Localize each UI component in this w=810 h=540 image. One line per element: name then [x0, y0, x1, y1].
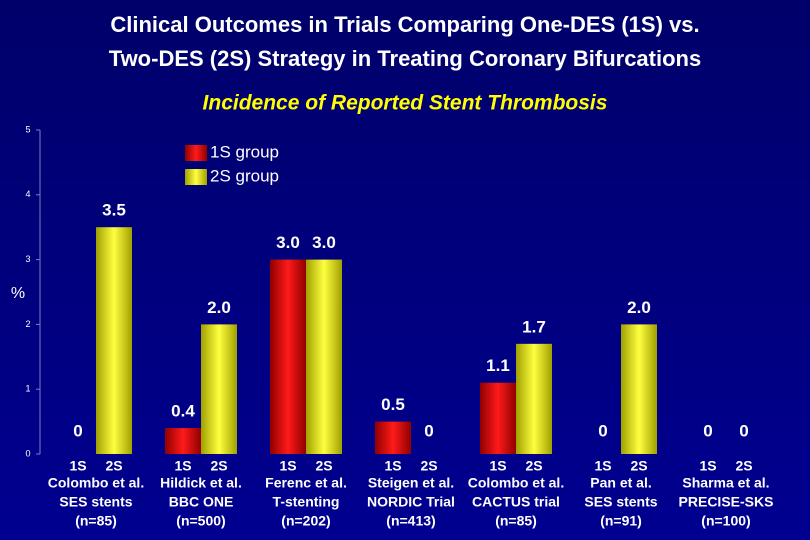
- value-label: 0.4: [171, 402, 195, 421]
- y-tick-label: 1: [25, 384, 30, 394]
- value-label: 3.5: [102, 201, 126, 220]
- value-label: 0: [703, 421, 712, 440]
- bar: [96, 227, 132, 454]
- group-label: 2S: [315, 458, 332, 474]
- x-tick-label: Colombo et al.: [468, 475, 564, 491]
- chart-title: Clinical Outcomes in Trials Comparing On…: [110, 12, 699, 37]
- group-label: 2S: [420, 458, 437, 474]
- bar: [480, 382, 516, 454]
- chart-title: Two-DES (2S) Strategy in Treating Corona…: [109, 46, 701, 71]
- value-label: 0: [424, 421, 433, 440]
- legend-swatch: [185, 169, 207, 185]
- group-label: 1S: [174, 458, 191, 474]
- x-tick-label: BBC ONE: [169, 494, 234, 510]
- group-label: 2S: [525, 458, 542, 474]
- x-tick-label: SES stents: [59, 494, 132, 510]
- group-label: 1S: [384, 458, 401, 474]
- bar: [306, 259, 342, 454]
- x-tick-label: Colombo et al.: [48, 475, 144, 491]
- bar: [621, 324, 657, 454]
- x-tick-label: Hildick et al.: [160, 475, 242, 491]
- chart-subtitle: Incidence of Reported Stent Thrombosis: [203, 92, 608, 115]
- group-label: 1S: [489, 458, 506, 474]
- legend-label: 2S group: [210, 166, 279, 185]
- y-axis-label: %: [11, 285, 25, 302]
- x-tick-label: (n=413): [386, 513, 435, 529]
- value-label: 0: [739, 421, 748, 440]
- x-tick-label: (n=202): [281, 513, 330, 529]
- value-label: 2.0: [207, 298, 231, 317]
- group-label: 2S: [735, 458, 752, 474]
- y-tick-label: 5: [25, 124, 30, 134]
- value-label: 0: [73, 421, 82, 440]
- y-tick-label: 3: [25, 254, 30, 264]
- group-label: 1S: [594, 458, 611, 474]
- x-tick-label: PRECISE-SKS: [679, 494, 774, 510]
- group-label: 1S: [279, 458, 296, 474]
- bar: [375, 421, 411, 454]
- legend-swatch: [185, 145, 207, 161]
- bar: [270, 259, 306, 454]
- group-label: 1S: [69, 458, 86, 474]
- x-tick-label: CACTUS trial: [472, 494, 560, 510]
- value-label: 3.0: [312, 233, 336, 252]
- x-tick-label: T-stenting: [273, 494, 340, 510]
- x-tick-label: Sharma et al.: [682, 475, 769, 491]
- value-label: 1.7: [522, 317, 546, 336]
- value-label: 0.5: [381, 395, 405, 414]
- x-tick-label: (n=500): [176, 513, 225, 529]
- x-tick-label: (n=91): [600, 513, 642, 529]
- group-label: 1S: [699, 458, 716, 474]
- value-label: 0: [598, 421, 607, 440]
- y-tick-label: 2: [25, 319, 30, 329]
- y-tick-label: 4: [25, 189, 30, 199]
- x-tick-label: Pan et al.: [590, 475, 651, 491]
- bar: [516, 343, 552, 454]
- y-tick-label: 0: [25, 448, 30, 458]
- x-tick-label: NORDIC Trial: [367, 494, 455, 510]
- group-label: 2S: [630, 458, 647, 474]
- value-label: 1.1: [486, 356, 510, 375]
- bar: [165, 428, 201, 454]
- bar: [201, 324, 237, 454]
- legend-label: 1S group: [210, 142, 279, 161]
- x-tick-label: (n=100): [701, 513, 750, 529]
- x-tick-label: Ferenc et al.: [265, 475, 347, 491]
- x-tick-label: (n=85): [495, 513, 537, 529]
- group-label: 2S: [105, 458, 122, 474]
- value-label: 3.0: [276, 233, 300, 252]
- group-label: 2S: [210, 458, 227, 474]
- value-label: 2.0: [627, 298, 651, 317]
- x-tick-label: SES stents: [584, 494, 657, 510]
- x-tick-label: Steigen et al.: [368, 475, 454, 491]
- x-tick-label: (n=85): [75, 513, 117, 529]
